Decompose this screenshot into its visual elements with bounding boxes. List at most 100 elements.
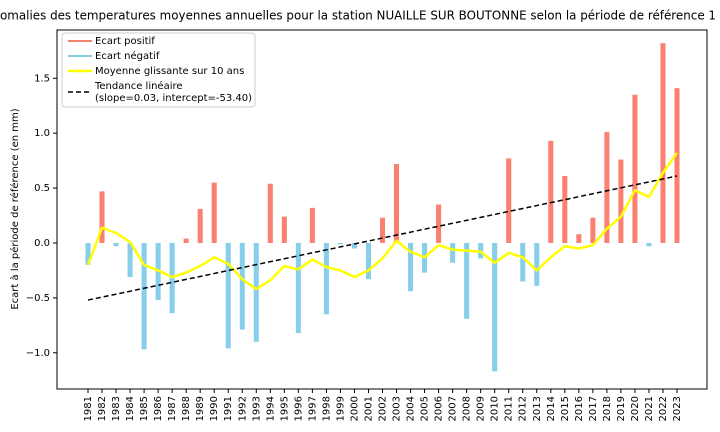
x-tick-label: 2011 [504,396,515,421]
x-tick-label: 1982 [97,396,108,421]
bar [351,242,357,249]
bar [183,238,189,243]
y-tick-label: 1.0 [34,128,50,139]
x-tick-label: 1997 [307,396,318,421]
x-tick-label: 2023 [672,396,683,421]
legend-box [61,32,256,108]
x-tick-label: 1996 [293,396,304,421]
x-tick-label: 1998 [321,396,332,421]
bar [464,242,470,319]
bar [436,204,442,243]
y-tick-label: 0.0 [34,238,50,249]
bar [295,242,301,334]
bar [590,217,596,243]
bar [393,163,400,243]
bar [211,182,217,243]
bar [197,208,203,243]
bar [99,191,105,243]
x-tick-label: 1987 [167,396,178,421]
plot-frame [56,29,708,390]
legend-label: (slope=0.03, intercept=-53.40) [95,93,252,104]
bar [520,242,526,282]
bar [239,242,245,330]
x-tick-label: 2022 [658,396,669,421]
bar [576,234,582,243]
x-tick-label: 1992 [237,396,248,421]
x-tick-label: 1990 [209,396,220,421]
chart-title: omalies des temperatures moyennes annuel… [0,9,716,23]
bar [450,242,456,263]
bar [660,43,666,243]
bar [506,158,512,243]
bar [618,159,624,243]
x-tick-label: 2020 [630,396,641,421]
x-tick-label: 2017 [588,396,599,421]
x-tick-label: 2007 [448,396,459,421]
x-tick-label: 1983 [111,396,122,421]
y-tick-label: −1.0 [26,348,50,359]
x-tick-label: 2008 [462,396,473,421]
bar [253,242,259,342]
x-tick-label: 1981 [83,396,94,421]
legend-label: Tendance linéaire [94,80,183,92]
bar [408,242,414,292]
legend-label: Ecart positif [95,36,155,47]
x-tick-label: 2005 [420,396,431,421]
x-tick-label: 2014 [546,396,557,421]
x-tick-label: 2012 [518,396,529,421]
x-tick-label: 2021 [644,396,655,421]
bar [127,242,133,278]
moving-average-line [86,152,679,291]
bar [632,94,638,243]
bar [548,140,554,243]
x-tick-label: 1988 [181,396,192,421]
bar [379,217,386,243]
bar [113,242,119,247]
bar [323,242,329,315]
bar [281,216,287,243]
x-tick-label: 1985 [139,396,150,421]
x-tick-label: 2016 [574,396,585,421]
x-tick-label: 2001 [363,396,374,421]
x-tick-label: 1984 [125,396,136,421]
bar [337,242,343,245]
bar [267,183,273,243]
y-axis-label: Ecart à la période de référence (en mm) [9,108,21,309]
x-tick-label: 2002 [378,396,389,421]
bar [225,242,231,349]
x-tick-label: 2015 [560,396,571,421]
x-tick-label: 2003 [392,396,403,421]
x-tick-label: 2006 [434,396,445,421]
x-tick-label: 2019 [616,396,627,421]
bar [646,242,652,247]
x-tick-label: 1993 [251,396,262,421]
bar [604,132,610,243]
x-tick-label: 1995 [279,396,290,421]
bar [365,242,372,280]
x-tick-label: 1991 [223,396,234,421]
bar [674,88,680,243]
x-tick-label: 1999 [335,396,346,421]
y-tick-label: −0.5 [26,293,50,304]
x-tick-label: 2009 [476,396,487,421]
x-tick-label: 2018 [602,396,613,421]
bar [534,242,540,286]
trend-line [87,175,678,301]
x-tick-label: 2000 [349,396,360,421]
bar [85,242,91,265]
legend-label: Moyenne glissante sur 10 ans [95,66,244,77]
x-tick-label: 1994 [265,396,276,421]
y-tick-label: 1.5 [34,73,50,84]
bar [141,242,147,350]
bar [562,176,568,243]
bar [492,242,498,372]
bar [309,207,315,243]
x-tick-label: 2010 [490,396,501,421]
y-tick-label: 0.5 [34,183,50,194]
x-tick-label: 2013 [532,396,543,421]
x-tick-label: 1986 [153,396,164,421]
x-tick-label: 2004 [406,396,417,421]
legend-label: Ecart négatif [95,50,160,62]
x-tick-label: 1989 [195,396,206,421]
